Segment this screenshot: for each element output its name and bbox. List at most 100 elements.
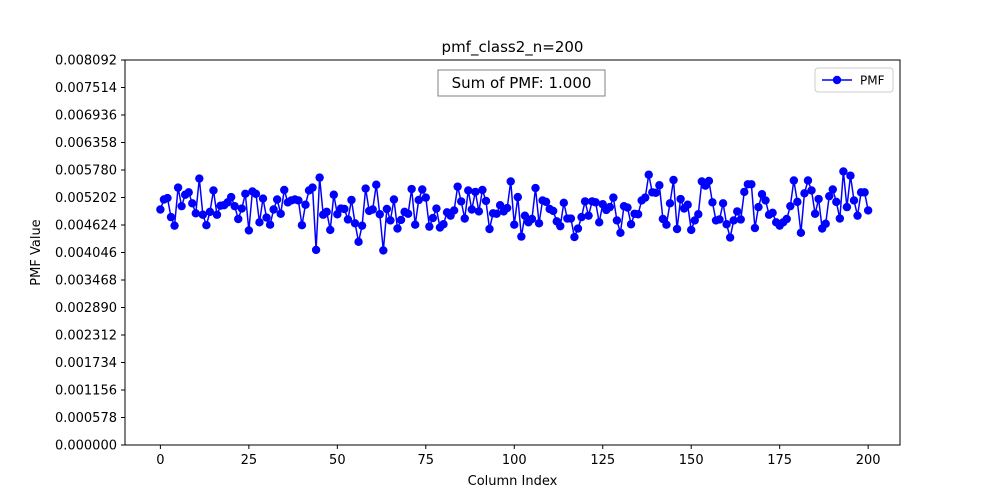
data-point [188, 199, 197, 208]
data-point [754, 202, 763, 212]
x-axis: 0 25 50 75 100 125 150 175 200 [156, 445, 881, 468]
data-point [198, 210, 208, 219]
data-point [676, 194, 685, 204]
data-point [311, 245, 321, 255]
data-point [326, 225, 335, 235]
y-tick-label: 0.005202 [55, 191, 117, 206]
data-point [849, 196, 859, 205]
data-point [265, 220, 275, 229]
y-tick-label: 0.004046 [55, 246, 117, 261]
data-point [853, 211, 862, 220]
data-point [641, 193, 650, 202]
data-point [662, 220, 671, 229]
data-point [626, 220, 636, 229]
data-point [418, 185, 427, 194]
data-point [694, 210, 703, 219]
x-tick-label: 0 [156, 453, 164, 468]
data-point [828, 185, 837, 194]
y-tick-label: 0.005780 [55, 164, 117, 179]
data-point [177, 201, 186, 211]
data-point [566, 214, 576, 223]
data-point [464, 186, 473, 195]
data-point [757, 190, 767, 199]
y-tick-label: 0.001156 [55, 384, 117, 399]
data-point [481, 196, 491, 206]
data-point [832, 197, 841, 207]
data-point [368, 205, 377, 214]
data-point [541, 197, 551, 207]
data-point [230, 201, 239, 211]
y-tick-label: 0.000000 [55, 439, 117, 454]
data-point [315, 173, 324, 182]
data-point [513, 192, 523, 202]
data-point [559, 198, 569, 208]
data-point [722, 220, 731, 229]
data-point [386, 216, 395, 225]
data-point [605, 202, 615, 212]
data-point [262, 213, 271, 222]
data-point [226, 192, 236, 202]
legend-label: PMF [860, 74, 885, 88]
data-point [347, 195, 356, 205]
data-point [549, 206, 558, 216]
data-point [556, 221, 565, 231]
data-point [761, 196, 770, 205]
data-point [690, 216, 699, 225]
x-tick-label: 25 [241, 453, 258, 468]
y-tick-label: 0.006936 [55, 109, 117, 124]
data-point [672, 224, 682, 234]
data-point [584, 211, 593, 220]
data-point [492, 209, 501, 218]
data-point [633, 210, 643, 219]
legend: PMF [814, 67, 894, 93]
data-point [449, 206, 459, 215]
data-point [725, 233, 735, 242]
data-point [379, 246, 388, 255]
data-point [495, 201, 505, 210]
data-point [403, 209, 413, 218]
data-point [577, 212, 586, 222]
data-point [747, 180, 756, 189]
data-point [683, 200, 692, 209]
data-point [237, 204, 246, 213]
data-point [212, 210, 222, 219]
x-tick-label: 100 [502, 453, 527, 468]
data-point [453, 182, 462, 191]
data-point [821, 219, 830, 228]
data-point [474, 207, 484, 216]
data-point [591, 198, 600, 207]
data-point [733, 207, 742, 216]
data-point [835, 214, 845, 223]
data-point [704, 176, 714, 186]
x-axis-title: Column Index [468, 474, 558, 489]
data-point [846, 171, 855, 180]
data-point [393, 224, 402, 233]
data-point [205, 207, 215, 217]
data-point [170, 221, 179, 230]
data-point [195, 174, 204, 183]
data-point [396, 215, 406, 225]
data-point [800, 189, 809, 198]
data-point [527, 214, 537, 224]
data-point [156, 205, 165, 214]
y-tick-label: 0.008092 [55, 54, 117, 69]
data-point [425, 222, 434, 231]
data-point [478, 185, 487, 195]
data-point [407, 184, 416, 194]
data-point [255, 218, 264, 227]
data-point [570, 232, 579, 242]
data-point [687, 225, 696, 235]
data-point [202, 220, 211, 230]
data-point [343, 215, 353, 224]
x-tick-label: 125 [590, 453, 615, 468]
annotation-box: Sum of PMF: 1.000 [437, 69, 606, 97]
data-point [467, 205, 476, 214]
y-tick-label: 0.003468 [55, 274, 117, 289]
data-point [340, 204, 349, 214]
data-point [715, 215, 724, 224]
data-point [354, 237, 363, 247]
data-point [729, 216, 738, 225]
data-point [173, 183, 183, 192]
data-point [786, 201, 795, 211]
data-point [580, 197, 590, 206]
